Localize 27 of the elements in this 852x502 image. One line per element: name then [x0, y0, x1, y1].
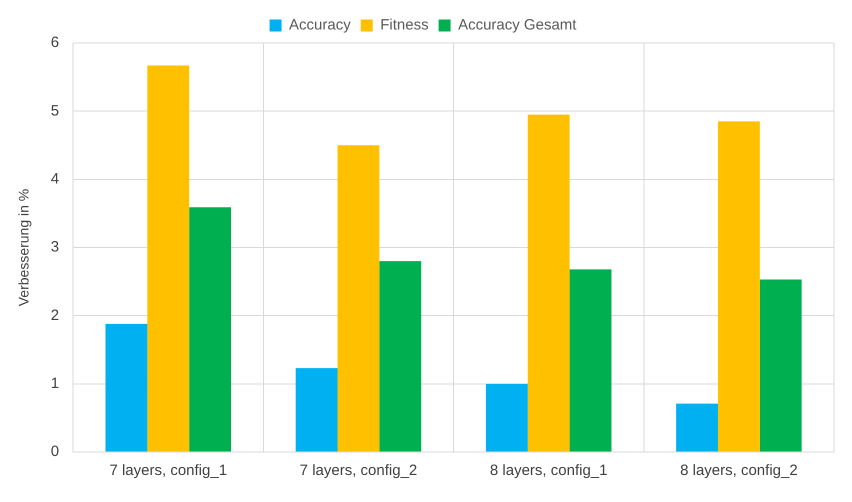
bar: [296, 368, 338, 452]
bar: [105, 324, 148, 452]
legend-label: Accuracy Gesamt: [458, 16, 578, 34]
bar: [379, 261, 422, 452]
x-tick-label: 8 layers, config_2: [680, 462, 798, 480]
legend-label: Accuracy: [289, 16, 352, 34]
y-tick-label: 2: [50, 306, 60, 324]
x-tick-label: 7 layers, config_1: [109, 462, 228, 480]
y-tick-label: 5: [50, 102, 60, 120]
bar: [570, 269, 612, 452]
y-tick-label: 1: [50, 374, 60, 392]
y-tick-label: 0: [50, 443, 60, 460]
bar: [718, 121, 760, 452]
y-tick-label: 4: [50, 170, 60, 188]
bar: [338, 145, 380, 452]
y-tick-label: 6: [50, 34, 60, 52]
y-axis-title: Verbesserung in %: [15, 188, 32, 306]
bar: [528, 114, 570, 452]
bar: [760, 280, 802, 452]
bar: [676, 404, 718, 452]
x-tick-label: 8 layers, config_1: [490, 462, 608, 480]
bar: [147, 65, 190, 452]
bar: [486, 384, 528, 452]
x-tick-label: 7 layers, config_2: [300, 462, 418, 480]
legend-label: Fitness: [380, 16, 429, 34]
y-tick-label: 3: [50, 238, 60, 256]
bar: [189, 207, 232, 452]
